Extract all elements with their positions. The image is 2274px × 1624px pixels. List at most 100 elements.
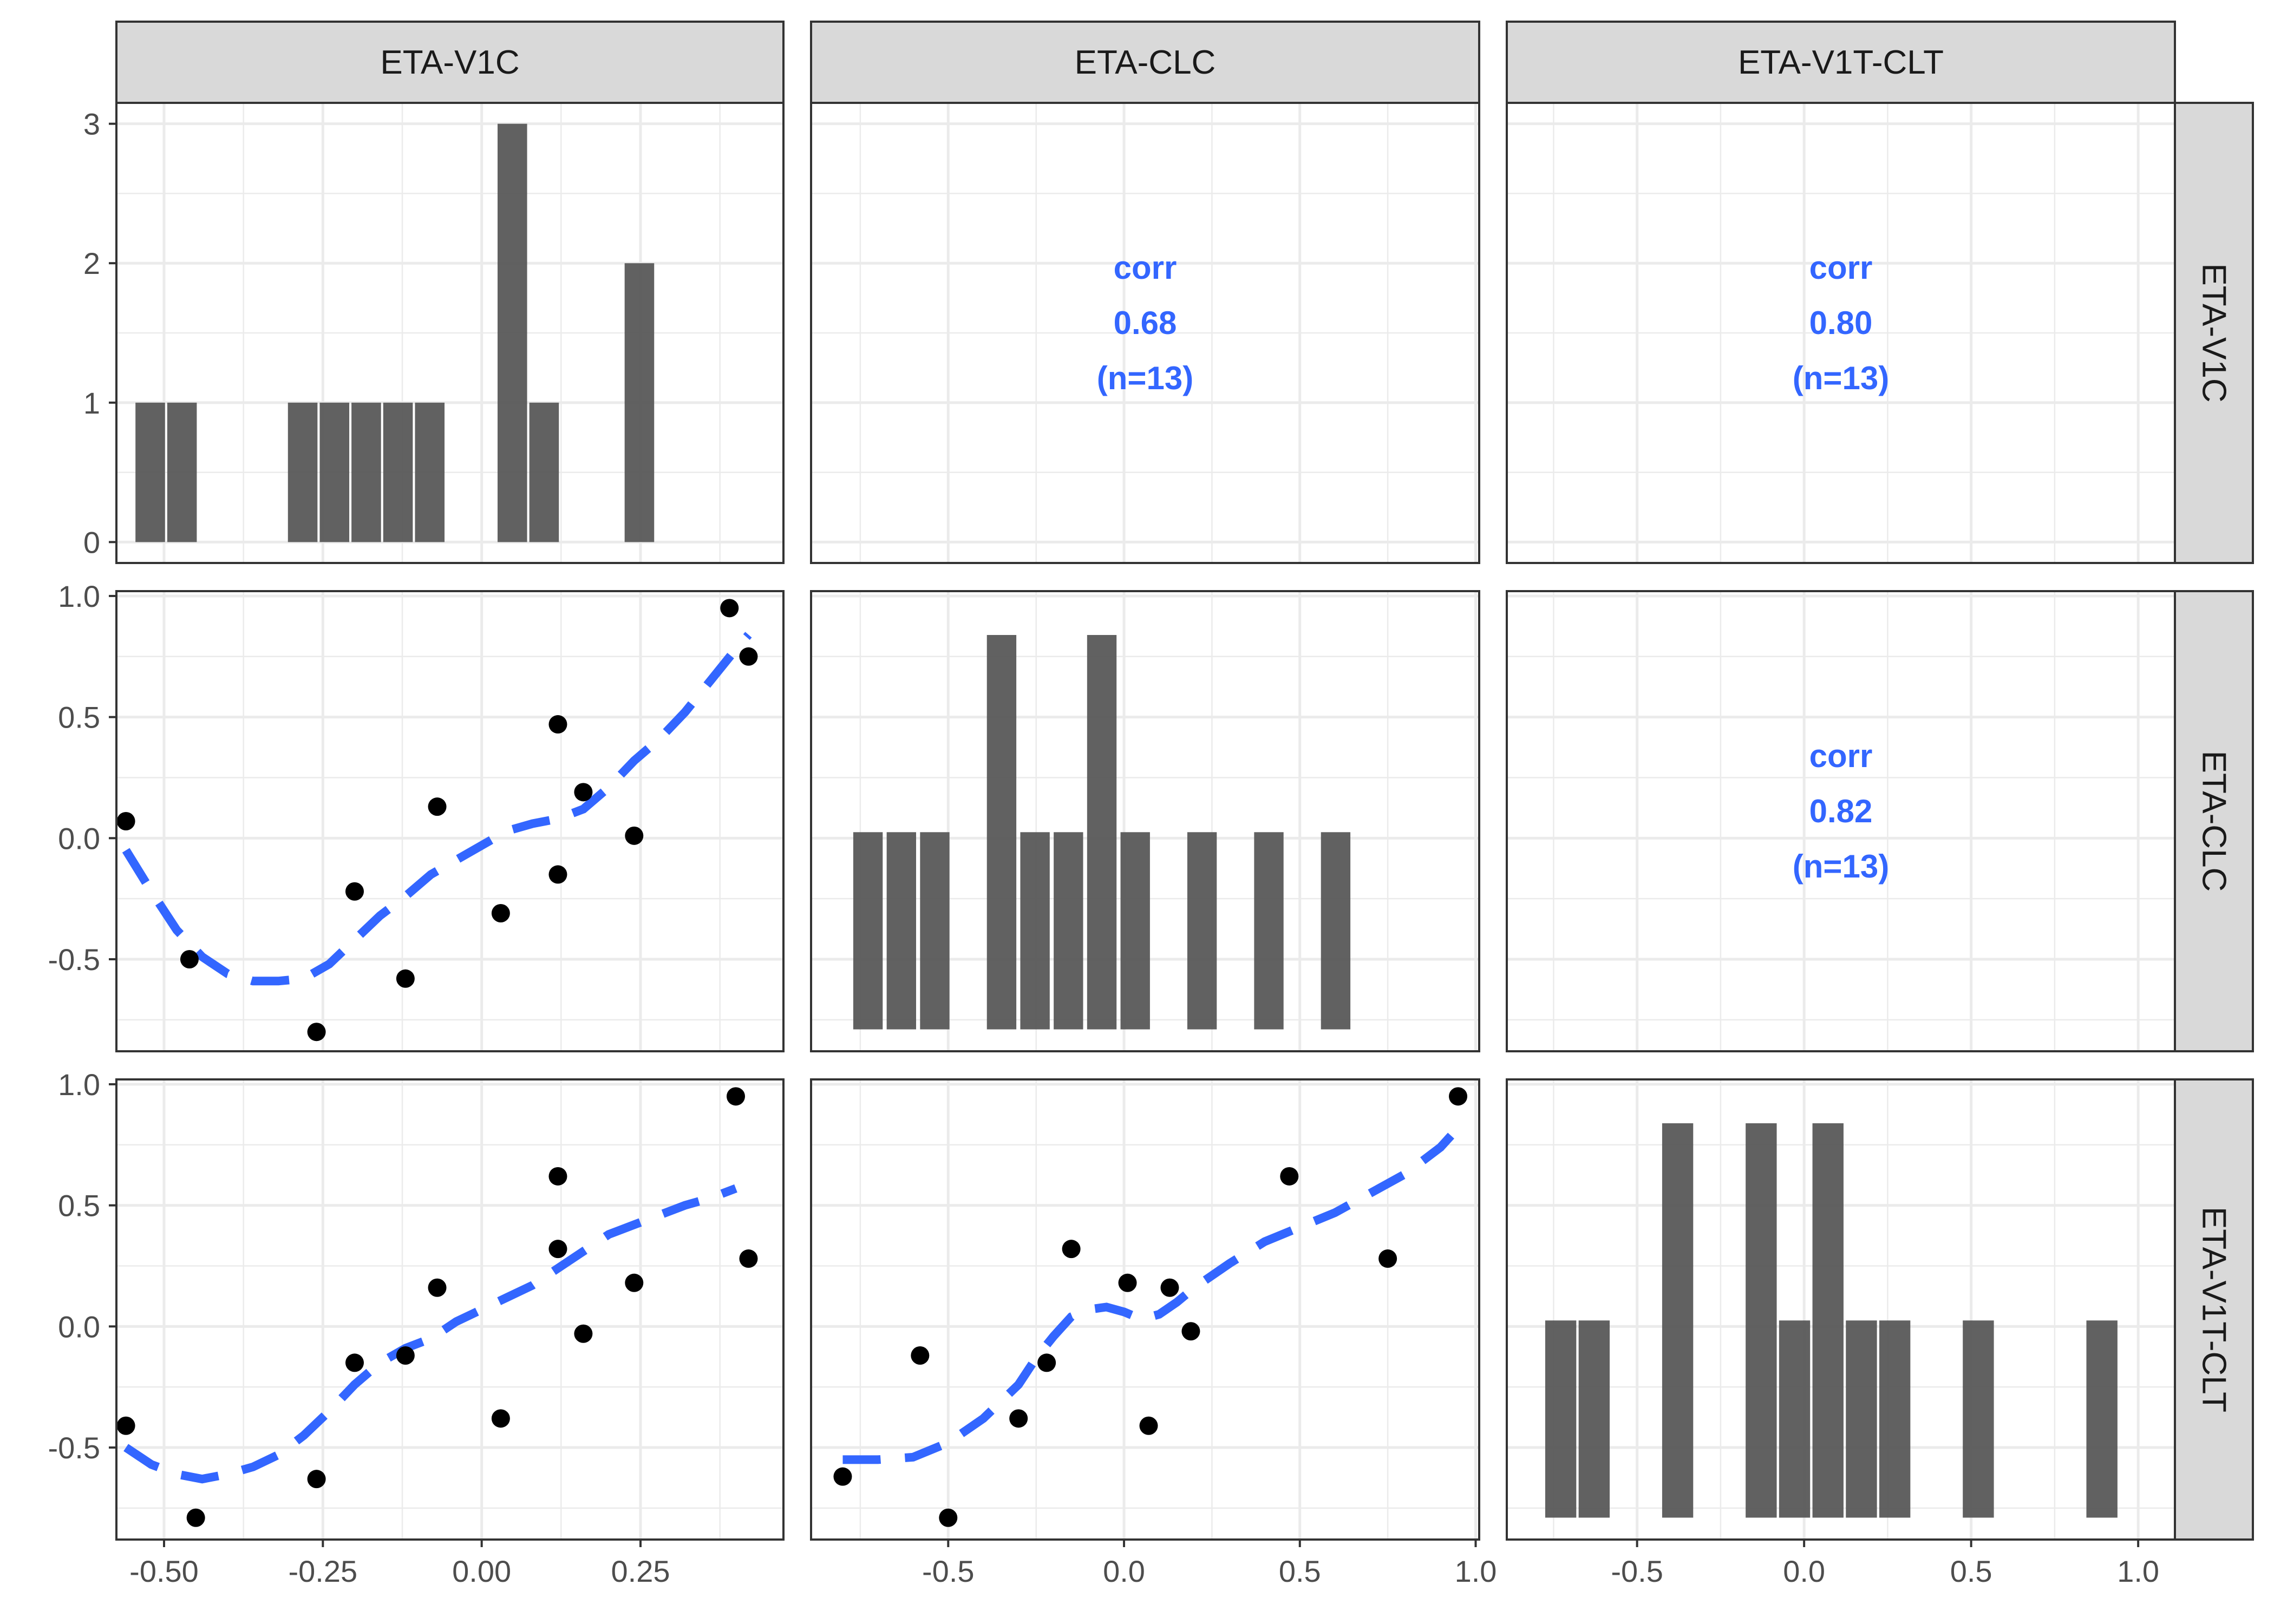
x-tick-label: -0.50 — [129, 1554, 199, 1588]
x-tick-label: -0.25 — [289, 1554, 358, 1588]
scatter-point — [1118, 1273, 1137, 1292]
histogram-bar — [2086, 1320, 2118, 1518]
histogram-bar — [1879, 1320, 1911, 1518]
top-strip-label: ETA-V1C — [380, 44, 519, 81]
histogram-bar — [415, 402, 445, 542]
scatter-point — [116, 1416, 135, 1435]
y-tick-label: -0.5 — [48, 1431, 101, 1465]
histogram-bar — [920, 832, 950, 1030]
scatter-point — [625, 826, 644, 845]
top-strip-label: ETA-V1T-CLT — [1738, 44, 1944, 81]
y-tick-label: 0.5 — [58, 1189, 100, 1223]
scatter-point — [720, 599, 739, 618]
correlation-value: 0.68 — [1114, 305, 1177, 341]
scatter-point — [1280, 1167, 1299, 1186]
histogram-bar — [1779, 1320, 1811, 1518]
scatter-point — [1037, 1353, 1056, 1372]
right-strip — [2174, 102, 2254, 564]
histogram-bar — [1662, 1123, 1694, 1518]
histogram-bar — [1545, 1320, 1577, 1518]
scatter-point — [911, 1346, 930, 1365]
scatter-point — [548, 1167, 567, 1186]
correlation-n: (n=13) — [1097, 360, 1193, 396]
panel-r0-c1 — [811, 103, 1479, 563]
x-tick-label: 0.5 — [1950, 1554, 1992, 1588]
histogram-bar — [1963, 1320, 1994, 1518]
scatter-point — [345, 882, 364, 901]
scatter-point — [1378, 1249, 1397, 1268]
panel-border — [810, 590, 1480, 1052]
scatter-point — [1009, 1409, 1028, 1428]
scatter-point — [739, 1249, 758, 1268]
x-tick-label: 0.25 — [611, 1554, 670, 1588]
histogram-bar — [529, 402, 559, 542]
scatter-point — [428, 1278, 447, 1297]
scatter-point — [396, 1346, 415, 1365]
correlation-value: 0.82 — [1809, 793, 1873, 829]
right-strip-label: ETA-CLC — [2195, 751, 2233, 892]
y-tick-label: 0.0 — [58, 1309, 100, 1344]
histogram-bar — [986, 635, 1017, 1030]
correlation-n: (n=13) — [1793, 360, 1889, 396]
x-tick-label: 1.0 — [1455, 1554, 1497, 1588]
panel-background — [811, 1079, 1479, 1540]
scatter-point — [1062, 1240, 1081, 1259]
scatter-point — [548, 865, 567, 884]
panel-r0-c0 — [116, 103, 783, 563]
panel-background — [116, 1079, 783, 1540]
y-tick-label: 0.5 — [58, 700, 100, 735]
scatter-point — [1160, 1278, 1179, 1297]
scatter-point — [116, 812, 135, 830]
histogram-bar — [167, 402, 197, 542]
histogram-bar — [287, 402, 318, 542]
histogram-bar — [319, 402, 350, 542]
scatter-point — [739, 647, 758, 666]
scatter-point — [186, 1508, 205, 1527]
histogram-bar — [1087, 635, 1117, 1030]
panel-border — [115, 590, 785, 1052]
y-tick-label: 3 — [83, 107, 100, 141]
histogram-bar — [1120, 832, 1150, 1030]
panel-r2-c1 — [811, 1079, 1479, 1540]
panel-background — [116, 591, 783, 1051]
histogram-bar — [1187, 832, 1217, 1030]
x-tick-label: 0.0 — [1103, 1554, 1145, 1588]
histogram-bar — [135, 402, 165, 542]
top-strip — [115, 21, 785, 104]
scatter-point — [548, 715, 567, 734]
scatter-point — [345, 1353, 364, 1372]
panel-r0-c2 — [1507, 103, 2175, 563]
panel-border — [115, 1078, 785, 1541]
y-tick-label: 1.0 — [58, 579, 100, 613]
histogram-bar — [1254, 832, 1284, 1030]
scatter-point — [307, 1470, 326, 1489]
y-tick-label: -0.5 — [48, 942, 101, 977]
histogram-bar — [498, 123, 527, 542]
y-tick-label: 0 — [83, 525, 100, 559]
correlation-label: corr — [1114, 250, 1177, 286]
top-strip-label: ETA-CLC — [1075, 44, 1216, 81]
scatter-point — [491, 1409, 510, 1428]
scatter-point — [396, 969, 415, 988]
scatter-point — [428, 797, 447, 816]
panel-background — [1507, 591, 2175, 1051]
scatter-point — [491, 904, 510, 922]
panel-r1-c2 — [1507, 591, 2175, 1051]
scatter-point — [307, 1023, 326, 1042]
scatter-point — [574, 783, 593, 802]
histogram-bar — [1846, 1320, 1877, 1518]
top-strip — [1506, 21, 2176, 104]
right-strip-label: ETA-V1T-CLT — [2195, 1207, 2233, 1412]
scatter-point — [833, 1467, 852, 1486]
x-tick-label: 0.0 — [1783, 1554, 1825, 1588]
y-tick-label: 1.0 — [58, 1068, 100, 1102]
y-tick-label: 1 — [83, 386, 100, 420]
scatter-point — [1181, 1322, 1200, 1341]
y-tick-label: 2 — [83, 246, 100, 280]
histogram-bar — [1746, 1123, 1777, 1518]
x-tick-label: 1.0 — [2117, 1554, 2159, 1588]
loess-smooth-line — [842, 1125, 1461, 1464]
histogram-bar — [351, 402, 381, 542]
correlation-n: (n=13) — [1793, 848, 1889, 885]
scatter-point — [939, 1508, 958, 1527]
